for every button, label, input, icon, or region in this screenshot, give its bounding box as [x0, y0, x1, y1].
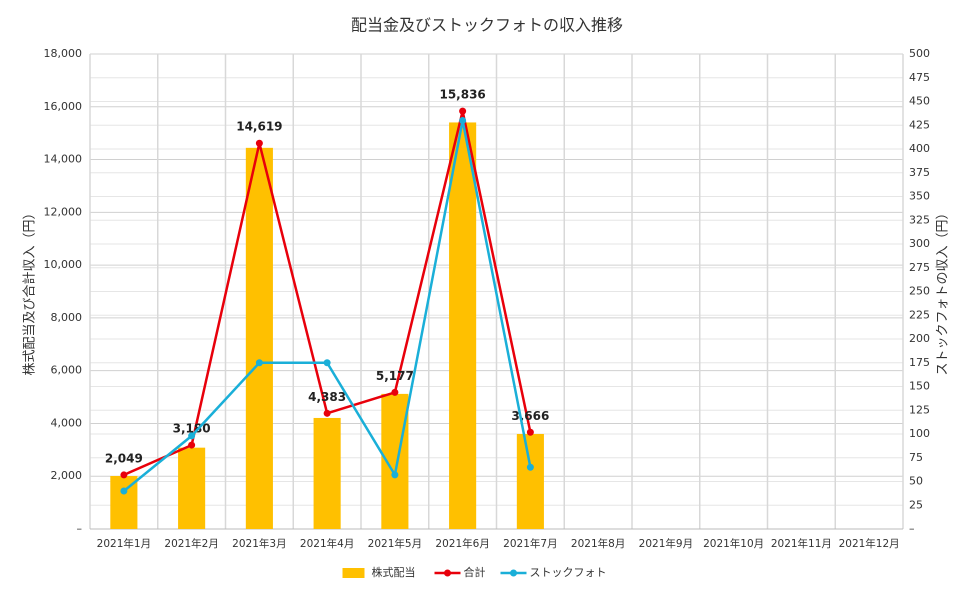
y2-tick-label: 475: [909, 71, 930, 84]
y2-tick-label: 300: [909, 237, 930, 250]
series-marker: [459, 117, 467, 124]
y-tick-label: 4,000: [51, 416, 83, 429]
y2-tick-label: 400: [909, 142, 930, 155]
x-tick-label: 2021年11月: [771, 537, 832, 550]
x-tick-label: 2021年5月: [368, 537, 422, 550]
chart-title: 配当金及びストックフォトの収入推移: [351, 16, 623, 35]
x-tick-label: 2021年2月: [164, 537, 218, 550]
series-marker: [120, 471, 128, 479]
y2-tick-label: 275: [909, 261, 930, 274]
y2-tick-label: 75: [909, 451, 923, 464]
x-tick-label: 2021年12月: [839, 537, 900, 550]
series-marker: [255, 359, 263, 367]
series-marker: [120, 487, 128, 495]
legend-label: 株式配当: [372, 565, 416, 579]
x-tick-label: 2021年9月: [639, 537, 693, 550]
series-marker: [188, 441, 196, 449]
data-label: 15,836: [439, 88, 485, 102]
series-marker: [188, 432, 196, 440]
bar: [313, 417, 341, 529]
y2-tick-label: 325: [909, 213, 930, 226]
x-tick-label: 2021年1月: [97, 537, 151, 550]
y-tick-label: 2,000: [51, 469, 83, 482]
data-label: 2,049: [105, 451, 143, 465]
series-marker: [526, 463, 534, 471]
y-tick-label: 12,000: [44, 205, 83, 218]
legend-marker: [510, 569, 517, 577]
y2-tick-label: 350: [909, 190, 930, 203]
data-label: 4,383: [308, 390, 346, 404]
y2-tick-label: 100: [909, 427, 930, 440]
y2-axis-title: ストックフォトの収入（円）: [936, 206, 951, 375]
series-marker: [391, 471, 399, 479]
y2-tick-label: 50: [909, 475, 923, 488]
bar: [245, 147, 273, 530]
y2-tick-label: 125: [909, 403, 930, 416]
data-label: 5,177: [376, 369, 414, 383]
y-tick-label: 10,000: [44, 258, 83, 271]
y2-tick-label: –: [909, 522, 915, 535]
legend-marker: [444, 569, 451, 577]
y2-tick-label: 500: [909, 47, 930, 60]
y-tick-label: 14,000: [44, 153, 83, 166]
x-tick-label: 2021年8月: [571, 537, 625, 550]
x-tick-label: 2021年6月: [435, 537, 489, 550]
y2-tick-label: 450: [909, 95, 930, 108]
y-tick-label: 16,000: [44, 100, 83, 113]
bar: [178, 447, 206, 529]
y2-tick-label: 200: [909, 332, 930, 345]
y-tick-label: –: [77, 522, 83, 535]
y2-tick-label: 250: [909, 285, 930, 298]
x-tick-label: 2021年7月: [503, 537, 557, 550]
bar: [449, 122, 477, 530]
series-marker: [323, 409, 331, 417]
legend-label: 合計: [464, 565, 486, 579]
y2-tick-label: 225: [909, 308, 930, 321]
y-tick-label: 8,000: [51, 311, 83, 324]
y2-tick-label: 375: [909, 166, 930, 179]
bar: [516, 433, 544, 529]
x-tick-label: 2021年3月: [232, 537, 286, 550]
x-tick-label: 2021年4月: [300, 537, 354, 550]
legend: 株式配当 合計 ストックフォト: [342, 565, 607, 579]
series-marker: [255, 139, 263, 147]
y2-tick-label: 150: [909, 380, 930, 393]
series-marker: [323, 359, 331, 367]
data-label: 3,666: [511, 409, 549, 423]
legend-swatch: [342, 568, 365, 578]
series-marker: [526, 428, 534, 436]
y2-tick-label: 25: [909, 498, 923, 511]
y2-tick-label: 425: [909, 118, 930, 131]
y-tick-label: 6,000: [51, 364, 83, 377]
data-label: 14,619: [236, 120, 282, 134]
y2-tick-label: 175: [909, 356, 930, 369]
series-marker: [459, 107, 467, 115]
y-axis-title: 株式配当及び合計収入（円）: [22, 206, 38, 375]
legend-label: ストックフォト: [530, 566, 607, 579]
series-marker: [391, 388, 399, 396]
y-tick-label: 18,000: [44, 47, 83, 60]
x-tick-label: 2021年10月: [703, 537, 764, 550]
